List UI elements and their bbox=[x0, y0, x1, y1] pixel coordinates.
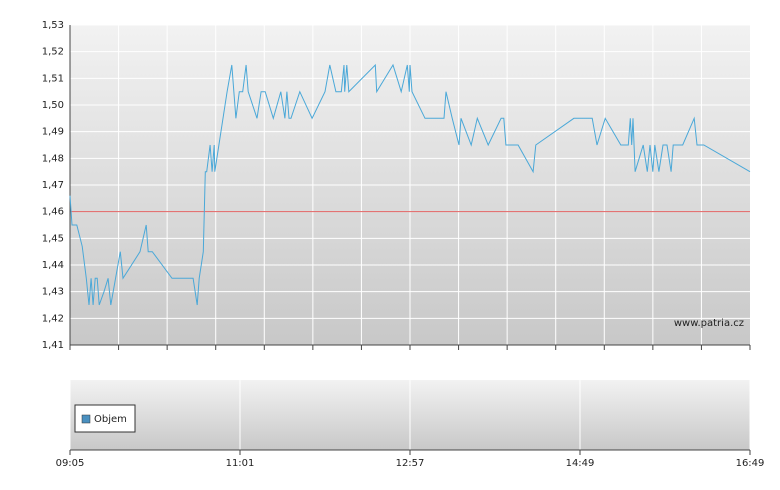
y-tick-label: 1,48 bbox=[42, 153, 64, 164]
x-tick-label: 09:05 bbox=[56, 458, 85, 469]
legend-swatch bbox=[81, 414, 91, 424]
watermark: www.patria.cz bbox=[674, 318, 744, 329]
y-tick-label: 1,51 bbox=[42, 73, 64, 84]
price-line bbox=[69, 63, 751, 306]
x-tick-label: 11:01 bbox=[226, 458, 255, 469]
y-tick-label: 1,45 bbox=[42, 233, 64, 244]
y-tick-label: 1,47 bbox=[42, 180, 64, 191]
y-tick-label: 1,44 bbox=[42, 260, 64, 271]
y-tick-label: 1,50 bbox=[42, 100, 64, 111]
y-tick-label: 1,52 bbox=[42, 47, 64, 58]
y-tick-label: 1,49 bbox=[42, 127, 64, 138]
x-tick-label: 16:49 bbox=[736, 458, 765, 469]
y-tick-label: 1,43 bbox=[42, 287, 64, 298]
legend-label: Objem bbox=[94, 414, 127, 425]
x-tick-label: 14:49 bbox=[566, 458, 595, 469]
y-tick-label: 1,42 bbox=[42, 313, 64, 324]
y-tick-label: 1,41 bbox=[42, 340, 64, 351]
y-tick-label: 1,53 bbox=[42, 20, 64, 31]
x-tick-label: 12:57 bbox=[396, 458, 425, 469]
y-tick-label: 1,46 bbox=[42, 207, 64, 218]
